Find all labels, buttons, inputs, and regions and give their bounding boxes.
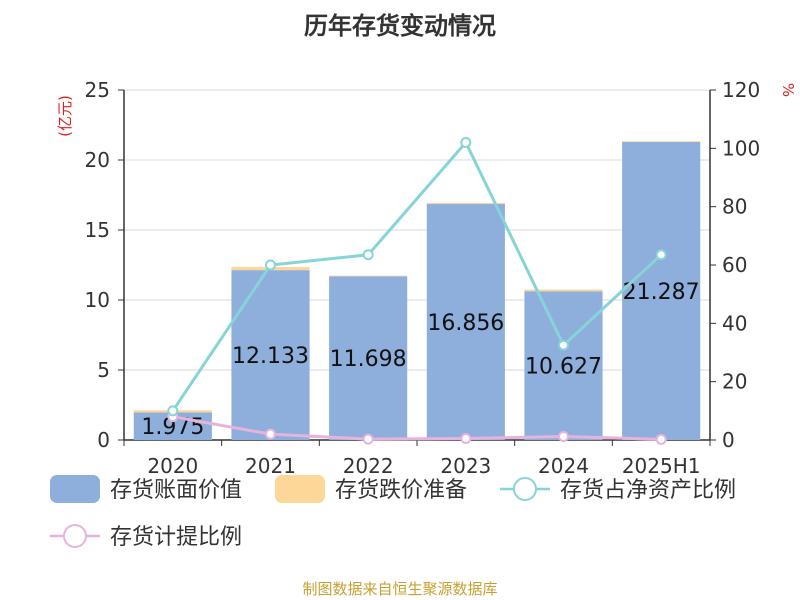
x-axis-tick-label: 2025H1	[622, 454, 701, 478]
provision-ratio-point	[265, 428, 276, 440]
legend-book-value-label: 存货账面价值	[110, 478, 242, 503]
legend-net-asset-ratio-swatch-marker	[513, 477, 537, 501]
legend-net-asset-ratio-label: 存货占净资产比例	[560, 478, 736, 503]
right-axis-tick-label: 40	[722, 311, 747, 335]
left-axis-tick-label: 0	[97, 428, 110, 452]
left-axis-tick-label: 10	[85, 288, 110, 312]
x-axis-tick-label: 2020	[147, 454, 198, 478]
chart-axes: 0 5 10 15 20 25 0 20 40 60 80 100 120 2020 2021 2022 202…	[56, 78, 797, 478]
net-asset-ratio-point	[655, 249, 667, 261]
right-axis-unit: %	[779, 83, 797, 97]
right-axis-tick-label: 0	[722, 428, 735, 452]
bar-impairment	[622, 141, 701, 142]
net-asset-ratio-point	[558, 339, 569, 351]
provision-ratio-point	[655, 433, 667, 445]
bar-book-value	[622, 141, 701, 440]
x-axis-tick-label: 2022	[343, 454, 394, 478]
bar-impairment	[426, 202, 505, 205]
legend-impairment-label: 存货跌价准备	[335, 478, 467, 503]
right-axis-tick-label: 60	[722, 253, 747, 277]
net-asset-ratio-point	[460, 137, 472, 148]
net-asset-ratio-line	[171, 139, 663, 412]
data-source-note: 制图数据来自恒生聚源数据库	[302, 580, 498, 598]
legend-provision-ratio-swatch-marker	[63, 524, 87, 548]
provision-ratio-point	[558, 431, 569, 442]
x-axis-tick-label: 2024	[538, 454, 589, 478]
bar-series	[133, 141, 701, 440]
left-axis-tick-label: 25	[85, 78, 110, 102]
right-axis-tick-label: 100	[722, 136, 760, 160]
bar-value-label: 11.698	[330, 347, 407, 372]
net-asset-ratio-point	[362, 249, 374, 261]
provision-ratio-point	[460, 433, 472, 445]
right-axis-tick-label: 80	[722, 195, 747, 219]
chart-title: 历年存货变动情况	[304, 12, 496, 40]
net-asset-ratio-point	[265, 259, 276, 271]
x-axis-tick-label: 2021	[245, 454, 296, 478]
bar-book-value	[524, 291, 603, 440]
legend-book-value-swatch	[50, 475, 100, 503]
bar-impairment	[329, 275, 408, 277]
provision-ratio-point	[362, 433, 374, 445]
bar-value-label: 21.287	[623, 280, 700, 305]
line-series	[167, 137, 667, 445]
bar-impairment	[524, 289, 603, 292]
bar-book-value	[231, 270, 310, 440]
left-axis-unit: (亿元)	[56, 95, 74, 137]
x-axis-tick-label: 2023	[440, 454, 491, 478]
net-asset-ratio-point	[167, 405, 179, 417]
bar-value-label: 12.133	[232, 344, 309, 369]
legend-provision-ratio-label: 存货计提比例	[110, 525, 242, 550]
legend-impairment-swatch	[275, 475, 325, 503]
left-axis-tick-label: 20	[85, 148, 110, 172]
right-axis-tick-label: 120	[722, 78, 760, 102]
right-axis-tick-label: 20	[722, 370, 747, 394]
left-axis-tick-label: 15	[85, 218, 110, 242]
provision-ratio-line	[172, 415, 662, 441]
bar-value-label: 16.856	[427, 311, 504, 336]
bar-value-label: 10.627	[525, 355, 602, 380]
left-axis-tick-label: 5	[97, 358, 110, 382]
bar-book-value	[426, 204, 505, 440]
bar-book-value	[329, 276, 408, 440]
